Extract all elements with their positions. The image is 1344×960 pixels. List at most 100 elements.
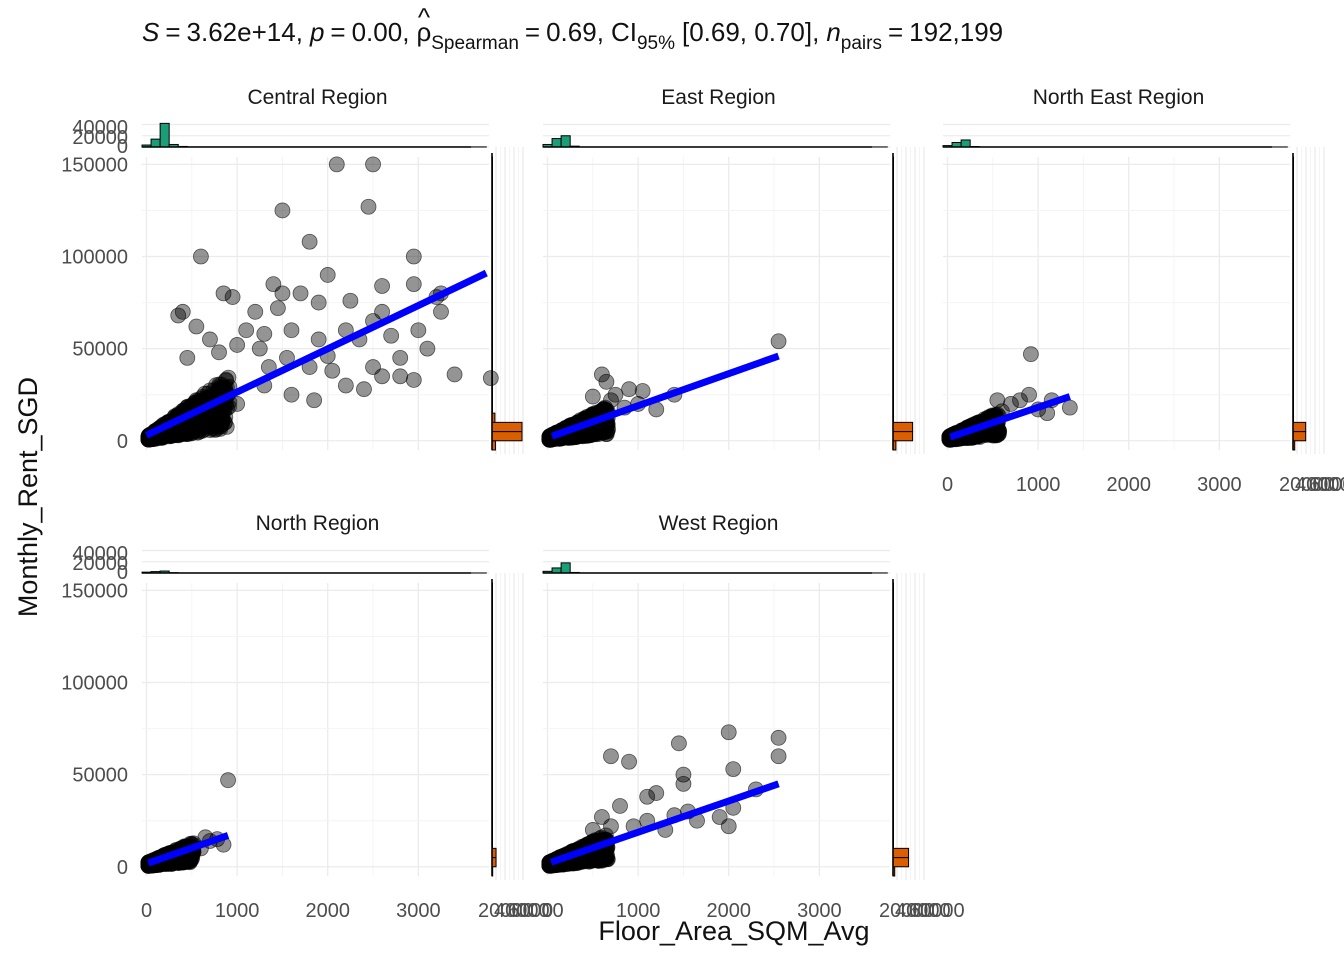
scatter-point <box>603 818 619 835</box>
title-ci-value: [0.69, 0.70] <box>682 17 812 47</box>
scatter-point <box>202 331 218 348</box>
scatter-point <box>405 372 422 388</box>
y-tick-label: 150000 <box>61 580 128 602</box>
scatter-point <box>405 248 422 265</box>
scatter-point <box>433 303 449 320</box>
right-hist-bar <box>892 421 914 433</box>
x-tick-label: 1000 <box>215 900 260 922</box>
title-eq-3: = <box>525 17 540 47</box>
right-hist-bar <box>1292 431 1307 442</box>
scatter-point <box>229 396 246 412</box>
right-hist-tick-label: 60000 <box>1309 474 1344 496</box>
scatter-point <box>220 772 236 789</box>
scatter-point <box>365 156 381 173</box>
panel-title-north-region: North Region <box>256 512 380 535</box>
x-tick-label: 1000 <box>1016 474 1061 496</box>
top-hist-bar <box>560 562 571 574</box>
scatter-point <box>621 381 637 398</box>
title-comma-2: , <box>402 17 409 47</box>
y-tick-label: 0 <box>117 857 128 879</box>
scatter-point <box>720 724 737 741</box>
title-n-value: 192,199 <box>909 17 1003 47</box>
right-hist-tick-label: 60000 <box>909 900 965 922</box>
right-hist-bar <box>491 431 523 442</box>
right-hist-bar <box>892 431 914 442</box>
y-tick-label: 0 <box>117 431 128 453</box>
right-hist-bar <box>1292 421 1307 433</box>
panel-title-north-east-region: North East Region <box>1033 86 1205 109</box>
scatter-point <box>603 392 619 409</box>
x-tick-label: 3000 <box>1197 474 1242 496</box>
scatter-point <box>989 392 1006 409</box>
title-s-symbol: S <box>142 17 160 47</box>
scatter-point <box>711 809 728 825</box>
scatter-point <box>229 337 246 353</box>
title-comma-1: , <box>296 17 303 47</box>
x-tick-label: 0 <box>542 900 553 922</box>
scatter-point <box>639 788 656 805</box>
title-n-subscript: pairs <box>841 33 882 54</box>
scatter-point <box>392 349 409 366</box>
title-comma-3: , <box>597 17 604 47</box>
title-rho-symbol: ρ <box>416 17 431 47</box>
scatter-point <box>446 366 463 383</box>
scatter-point <box>342 292 359 309</box>
scatter-point <box>419 340 436 357</box>
x-tick-label: 2000 <box>1106 474 1151 496</box>
scatter-point <box>328 156 345 173</box>
scatter-point <box>203 420 220 437</box>
scatter-point <box>671 735 687 752</box>
scatter-point <box>202 382 218 399</box>
scatter-point <box>770 333 787 350</box>
top-hist-tick-label: 0 <box>117 136 128 158</box>
title-ci-subscript: 95% <box>637 33 675 54</box>
scatter-point <box>770 748 787 765</box>
scatter-point <box>274 285 291 302</box>
title-rho-subscript: Spearman <box>431 33 519 54</box>
scatter-point <box>192 248 209 265</box>
title-rho-hat: ^ <box>418 2 431 32</box>
x-tick-label: 3000 <box>396 900 441 922</box>
scatter-point <box>179 349 196 366</box>
x-axis-title: Floor_Area_SQM_Avg <box>598 916 869 946</box>
regression-line <box>145 269 488 439</box>
title-comma-4: , <box>812 17 819 47</box>
y-tick-label: 100000 <box>61 673 128 695</box>
panel-east-region: East Region <box>541 86 925 454</box>
scatter-point <box>274 202 291 219</box>
panel-north-east-region: North East Region20000400006000001000200… <box>941 86 1344 496</box>
x-tick-label: 2000 <box>305 900 350 922</box>
scatter-point <box>201 414 217 431</box>
right-hist-bar <box>892 847 910 859</box>
scatter-point <box>292 285 309 302</box>
scatter-point <box>283 386 300 403</box>
scatter-point <box>405 276 422 293</box>
scatter-point <box>247 303 264 320</box>
scatter-point <box>612 798 628 814</box>
top-hist-bar <box>551 138 562 148</box>
scatter-point <box>251 340 268 357</box>
top-hist-tick-label: 40000 <box>72 543 128 565</box>
scatter-point <box>356 381 372 398</box>
y-axis-title: Monthly_Rent_SGD <box>13 377 43 617</box>
title-ci-symbol: CI <box>611 17 637 47</box>
scatter-point <box>319 267 336 283</box>
panel-central-region: Central Region02000040000050000100000150… <box>61 86 524 454</box>
panel-title-central-region: Central Region <box>247 86 387 109</box>
x-tick-label: 0 <box>942 474 953 496</box>
scatter-point <box>215 285 232 302</box>
scatter-point <box>621 753 637 770</box>
scatter-point <box>587 424 604 440</box>
top-hist-tick-label: 20000 <box>72 127 128 149</box>
scatter-point <box>374 278 390 294</box>
scatter-point <box>482 370 499 387</box>
top-hist-bar <box>960 139 971 148</box>
scatter-point <box>306 392 323 409</box>
scatter-point <box>725 761 742 778</box>
x-tick-label: 0 <box>141 900 152 922</box>
scatter-point <box>1022 346 1039 363</box>
panel-title-east-region: East Region <box>661 86 775 109</box>
right-hist-bar <box>892 857 910 868</box>
title-eq-4: = <box>888 17 903 47</box>
